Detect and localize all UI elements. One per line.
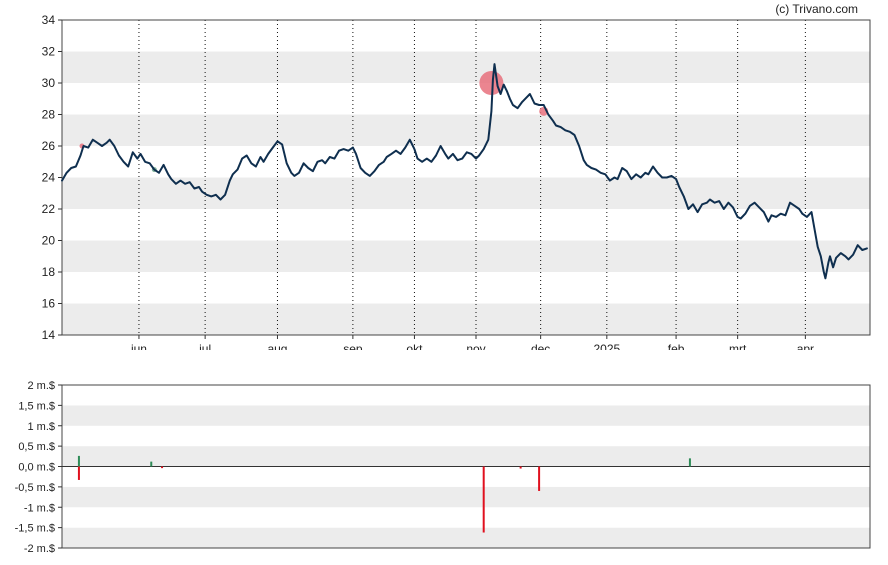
y-tick-label: 34 (42, 13, 56, 27)
y-tick-label: 26 (42, 139, 56, 153)
price-chart-vertical-grid (138, 20, 806, 335)
price-band (62, 146, 870, 178)
x-tick-label: apr (797, 342, 814, 350)
volume-band (62, 385, 870, 406)
price-chart-x-ticks: jun jul aug sep okt nov dec 2025 feb mrt apr (130, 335, 814, 350)
volume-bar-positive (77, 455, 80, 467)
price-chart-bands (62, 20, 870, 335)
y-tick-label: 30 (42, 76, 56, 90)
y-tick-label: 2 m.$ (27, 380, 55, 392)
y-tick-label: 28 (42, 108, 56, 122)
volume-bar-positive (150, 461, 153, 467)
y-tick-label: -2 m.$ (24, 543, 55, 555)
y-tick-label: -0,5 m.$ (15, 482, 55, 494)
price-band (62, 209, 870, 241)
price-band (62, 177, 870, 209)
volume-band (62, 405, 870, 426)
x-tick-label: jun (130, 342, 147, 350)
y-tick-label: 14 (42, 328, 56, 342)
y-tick-label: 18 (42, 265, 56, 279)
y-tick-label: 32 (42, 45, 56, 59)
y-tick-label: 16 (42, 297, 56, 311)
volume-band (62, 466, 870, 487)
volume-band (62, 446, 870, 467)
x-tick-label: nov (466, 342, 485, 350)
y-tick-label: 0,5 m.$ (18, 441, 55, 453)
volume-bar-negative (538, 466, 541, 491)
x-tick-label: jul (198, 342, 211, 350)
volume-chart-bars (77, 455, 691, 533)
volume-band (62, 486, 870, 508)
price-band (62, 20, 870, 52)
y-tick-label: 20 (42, 234, 56, 248)
x-tick-label: mrt (729, 342, 747, 350)
volume-band (62, 425, 870, 447)
y-tick-label: 24 (42, 171, 56, 185)
y-tick-label: -1 m.$ (24, 502, 55, 514)
price-chart-line-group (61, 63, 868, 280)
x-tick-label: aug (267, 342, 287, 350)
y-tick-label: 0,0 m.$ (18, 462, 55, 474)
y-tick-label: 1,5 m.$ (18, 400, 55, 412)
y-tick-label: 1 m.$ (27, 421, 55, 433)
x-tick-label: 2025 (593, 342, 620, 350)
volume-chart-bands (62, 385, 870, 548)
y-tick-label: 22 (42, 202, 56, 216)
price-chart-y-ticks: 14 16 18 20 22 24 26 28 30 32 34 (42, 13, 62, 342)
price-band (62, 51, 870, 83)
volume-chart: -2 m.$ -1,5 m.$ -1 m.$ -0,5 m.$ 0,0 m.$ 0,5 m… (15, 380, 871, 555)
volume-chart-y-ticks: -2 m.$ -1,5 m.$ -1 m.$ -0,5 m.$ 0,0 m.$ 0,5 m… (15, 380, 62, 555)
volume-bar-negative (77, 466, 80, 480)
volume-bar-positive (688, 458, 691, 467)
price-band (62, 303, 870, 335)
credit-text: (c) Trivano.com (775, 2, 858, 16)
volume-band (62, 527, 870, 548)
volume-band (62, 507, 870, 528)
volume-bar-negative (482, 466, 485, 533)
volume-bar-negative (519, 466, 522, 469)
y-tick-label: -1,5 m.$ (15, 523, 55, 535)
volume-bar-negative (161, 466, 164, 469)
price-band (62, 240, 870, 272)
price-band (62, 114, 870, 146)
x-tick-label: dec (531, 342, 550, 350)
event-marker (479, 71, 504, 95)
price-line (61, 63, 868, 280)
price-band (62, 83, 870, 115)
x-tick-label: feb (668, 342, 685, 350)
price-chart: 14 16 18 20 22 24 26 28 30 32 34 jun jul aug sep okt no… (42, 13, 871, 350)
x-tick-label: okt (406, 342, 423, 350)
x-tick-label: sep (343, 342, 363, 350)
price-band (62, 272, 870, 304)
